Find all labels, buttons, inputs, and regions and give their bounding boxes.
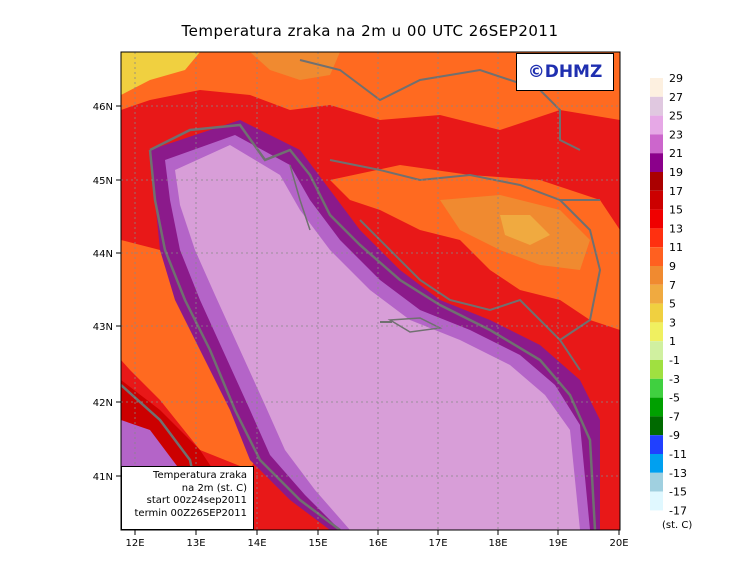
legend-level-label: 23 <box>669 128 683 141</box>
legend-level-label: 29 <box>669 72 683 85</box>
lat-axis: 46N 45N 44N 43N 42N 41N <box>93 102 121 483</box>
lat-label: 42N <box>93 398 113 409</box>
legend-level-label: 17 <box>669 185 683 198</box>
island-outline <box>289 164 311 231</box>
legend-color-box <box>650 378 663 398</box>
italy-coastline <box>148 149 341 530</box>
legend-color-box <box>650 115 663 135</box>
lat-label: 46N <box>93 102 113 113</box>
legend-color-scale <box>650 78 663 511</box>
legend-color-box <box>650 416 663 436</box>
legend-level-label: -9 <box>669 429 680 442</box>
lon-label: 15E <box>308 538 327 549</box>
lon-label: 13E <box>186 538 205 549</box>
info-line: Temperatura zraka <box>153 470 247 481</box>
legend-level-label: 3 <box>669 316 676 329</box>
legend-color-box <box>650 78 663 97</box>
legend-color-box <box>650 322 663 342</box>
legend-color-box <box>650 454 663 473</box>
legend-level-label: 13 <box>669 222 683 235</box>
lat-label: 44N <box>93 249 113 260</box>
lon-axis: 12E 13E 14E 15E 16E 17E 18E 19E 20E <box>125 530 629 549</box>
legend-color-box <box>650 341 663 360</box>
adriatic-sea <box>175 145 580 530</box>
legend-level-label: -15 <box>669 486 687 499</box>
legend-level-label: 9 <box>669 260 676 273</box>
legend-color-box <box>650 134 663 154</box>
legend-level-label: -17 <box>669 504 687 517</box>
legend-color-box <box>650 303 663 323</box>
legend-color-box <box>650 172 663 191</box>
legend-color-box <box>650 397 663 417</box>
legend-level-label: -5 <box>669 392 680 405</box>
lon-label: 18E <box>488 538 507 549</box>
balkan-orange-zone <box>330 165 620 330</box>
info-line: termin 00Z26SEP2011 <box>134 507 248 519</box>
legend-level-label: -13 <box>669 467 687 480</box>
lat-label: 41N <box>93 472 113 483</box>
alps-orange-zone <box>250 52 340 80</box>
lon-label: 14E <box>247 538 266 549</box>
legend-level-label: 27 <box>669 91 683 104</box>
north-border <box>299 59 581 151</box>
east-coastline <box>149 123 597 530</box>
lat-label: 45N <box>93 176 113 187</box>
legend-color-box <box>650 247 663 266</box>
legend-color-box <box>650 472 663 492</box>
lon-label: 12E <box>125 538 144 549</box>
legend-labels: 29 27 25 23 21 19 17 15 13 11 9 7 5 3 1 -1 -3 -5 -7 -9 -11 -1… <box>669 72 687 517</box>
island-outline <box>387 317 443 333</box>
lon-label: 20E <box>609 538 628 549</box>
legend-level-label: -1 <box>669 354 680 367</box>
map-title: Temperatura zraka na 2m u 00 UTC 26SEP20… <box>181 22 559 40</box>
legend-color-box <box>650 190 663 210</box>
legend-level-label: -7 <box>669 410 680 423</box>
legend-level-label: 7 <box>669 279 676 292</box>
legend-level-label: 25 <box>669 110 683 123</box>
lat-label: 43N <box>93 322 113 333</box>
legend-level-label: 15 <box>669 204 683 217</box>
legend-color-box <box>650 266 663 285</box>
dhmz-copyright-badge: ©DHMZ <box>516 53 614 91</box>
bosnia-border <box>359 219 581 371</box>
legend-color-box <box>650 153 663 172</box>
balkan-yellow-spot <box>500 215 550 245</box>
legend-level-label: -3 <box>669 373 680 386</box>
info-box: Temperatura zraka na 2m (st. C) start 00… <box>121 466 254 530</box>
legend-level-label: -11 <box>669 448 687 461</box>
map-plot-area <box>121 52 620 530</box>
lon-label: 19E <box>548 538 567 549</box>
legend-level-label: 1 <box>669 335 676 348</box>
lon-label: 17E <box>428 538 447 549</box>
legend-color-box <box>650 228 663 248</box>
legend-level-label: 21 <box>669 147 683 160</box>
info-line: start 00z24sep2011 <box>146 495 247 507</box>
serbia-border <box>559 199 602 341</box>
legend-level-label: 19 <box>669 166 683 179</box>
alps-yellow-zone <box>121 52 200 95</box>
lon-label: 16E <box>368 538 387 549</box>
legend-color-box <box>650 284 663 304</box>
graticule <box>121 52 620 530</box>
legend-unit: (st. C) <box>662 520 693 531</box>
legend-level-label: 5 <box>669 298 676 311</box>
north-orange-zone <box>121 52 620 130</box>
legend-color-box <box>650 491 663 511</box>
legend-color-box <box>650 360 663 379</box>
legend-color-box <box>650 435 663 454</box>
plot-frame <box>120 51 621 531</box>
legend-color-box <box>650 96 663 116</box>
legend-level-label: 11 <box>669 241 683 254</box>
legend-color-box <box>650 209 663 229</box>
info-line: na 2m (st. C) <box>181 482 247 494</box>
